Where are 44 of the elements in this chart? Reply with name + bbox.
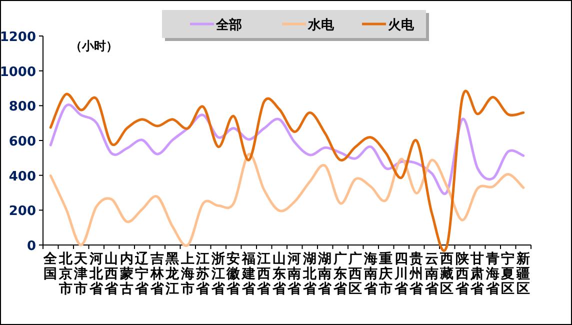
x-tick-label: 北京市 bbox=[58, 251, 74, 297]
x-tick-label: 贵州省 bbox=[408, 251, 425, 297]
x-tick-label: 海南省 bbox=[362, 251, 379, 297]
x-tick-label: 青海省 bbox=[484, 251, 501, 297]
line-series bbox=[49, 152, 525, 247]
x-tick-label: 山西省 bbox=[104, 251, 120, 297]
x-tick-label: 江苏省 bbox=[195, 251, 212, 297]
x-tick-label: 上海市 bbox=[180, 251, 195, 297]
y-tick-label: 200 bbox=[8, 204, 36, 220]
x-tick-label: 陕西省 bbox=[454, 251, 470, 297]
legend-label: 水电 bbox=[307, 18, 335, 33]
y-tick-label: 600 bbox=[8, 134, 36, 150]
x-tick-label: 江西省 bbox=[256, 251, 272, 297]
x-tick-label: 湖北省 bbox=[302, 251, 318, 297]
x-tick-label: 西藏区 bbox=[439, 251, 454, 297]
x-tick-label: 四川省 bbox=[393, 251, 410, 297]
x-tick-label: 福建省 bbox=[240, 250, 257, 297]
legend-label: 全部 bbox=[215, 17, 242, 33]
x-tick-label: 河南省 bbox=[286, 251, 303, 297]
x-tick-label: 吉林省 bbox=[149, 251, 166, 297]
x-tick-label: 天津市 bbox=[73, 251, 90, 297]
x-tick-label: 广西区 bbox=[348, 250, 363, 297]
y-tick-label: 400 bbox=[8, 169, 36, 184]
x-tick-label: 全国 bbox=[42, 251, 59, 282]
x-tick-label: 内蒙古 bbox=[118, 251, 134, 297]
x-tick-label: 宁夏区 bbox=[500, 250, 516, 297]
x-tick-label: 湖南省 bbox=[317, 251, 334, 297]
x-tick-label: 云南省 bbox=[424, 251, 440, 297]
annotation: （小时） bbox=[70, 39, 118, 53]
y-tick-label: 0 bbox=[26, 239, 36, 254]
y-tick-label: 1200 bbox=[0, 30, 36, 45]
x-tick-label: 安徽省 bbox=[226, 250, 242, 297]
x-tick-label: 浙江省 bbox=[210, 251, 226, 297]
y-tick-label: 1000 bbox=[0, 64, 36, 80]
y-tick-label: 800 bbox=[8, 100, 36, 115]
legend-label: 火电 bbox=[387, 18, 415, 33]
x-tick-label: 广东省 bbox=[332, 250, 348, 297]
x-tick-label: 新疆区 bbox=[515, 250, 530, 297]
x-tick-label: 河北省 bbox=[88, 251, 104, 297]
x-tick-label: 黑龙江 bbox=[164, 251, 181, 297]
x-tick-label: 辽宁省 bbox=[134, 251, 150, 297]
x-tick-label: 甘肃省 bbox=[470, 251, 486, 297]
x-tick-label: 重庆市 bbox=[378, 251, 394, 297]
x-tick-label: 山东省 bbox=[271, 251, 288, 297]
